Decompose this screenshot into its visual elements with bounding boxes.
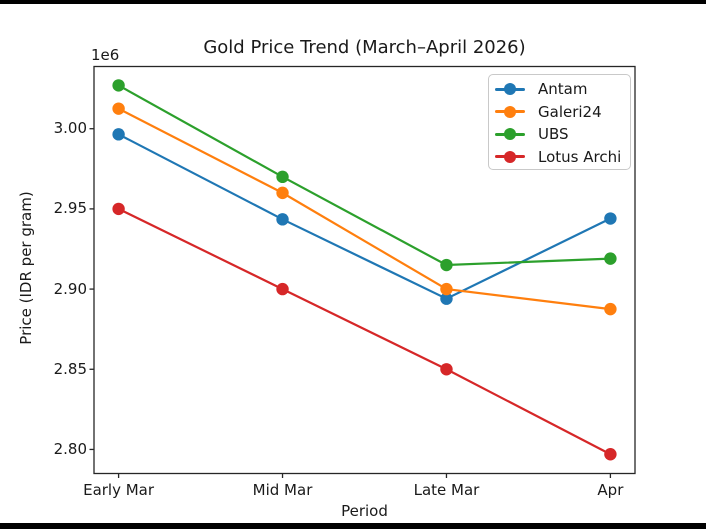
legend-entry-lotus-archi: Lotus Archi (495, 146, 630, 169)
x-axis-label: Period (341, 502, 388, 520)
data-point-antam-mid-mar (276, 213, 289, 226)
y-axis-offset-label: 1e6 (91, 46, 120, 64)
y-axis-label: Price (IDR per gram) (17, 191, 35, 345)
data-point-galeri24-mid-mar (276, 186, 289, 200)
x-tick-label: Mid Mar (252, 481, 313, 499)
legend-marker-icon (495, 83, 525, 96)
legend-marker-icon (495, 105, 525, 118)
data-point-galeri24-apr (604, 302, 617, 316)
legend-label: Antam (538, 80, 588, 99)
legend-label: Lotus Archi (538, 147, 622, 166)
x-tick-label: Apr (597, 481, 624, 499)
legend: Antam Galeri24 UBS Lotus Archi (488, 74, 631, 170)
legend-dot-sample (504, 150, 516, 163)
letterbox-bar-bottom (0, 523, 706, 529)
data-point-lotus-archi-late-mar (440, 363, 453, 376)
legend-entry-antam: Antam (495, 78, 630, 101)
series-line-galeri24 (118, 107, 611, 311)
legend-entry-galeri24: Galeri24 (495, 101, 630, 124)
data-point-antam-apr (604, 212, 617, 225)
data-point-ubs-early-mar (112, 79, 125, 92)
y-tick-label: 2.90 (53, 279, 87, 298)
data-point-ubs-mid-mar (276, 170, 289, 184)
series-line-ubs (118, 84, 611, 267)
data-point-lotus-archi-apr (604, 448, 617, 461)
legend-marker-icon (495, 128, 525, 141)
series-line-lotus-archi (118, 207, 611, 456)
y-tick-label: 3.00 (53, 119, 87, 138)
legend-dot-sample (504, 105, 516, 118)
data-point-antam-late-mar (440, 292, 453, 305)
chart-title: Gold Price Trend (March–April 2026) (203, 37, 526, 58)
axes-frame (93, 65, 636, 475)
data-point-lotus-archi-mid-mar (276, 282, 289, 296)
x-tick-label: Early Mar (83, 481, 155, 499)
data-point-ubs-apr (604, 252, 617, 265)
legend-entry-ubs: UBS (495, 123, 630, 146)
legend-label: Galeri24 (538, 102, 602, 121)
legend-dot-sample (504, 128, 516, 141)
series-line-antam (118, 133, 611, 300)
x-tick-label: Late Mar (413, 481, 480, 499)
data-point-antam-early-mar (112, 128, 125, 141)
legend-dot-sample (504, 83, 516, 96)
y-tick-label: 2.80 (53, 439, 87, 458)
legend-marker-icon (495, 150, 525, 163)
data-point-lotus-archi-early-mar (112, 202, 125, 216)
data-point-ubs-late-mar (440, 258, 453, 272)
data-point-galeri24-late-mar (440, 282, 453, 296)
letterbox-bar-top (0, 0, 706, 4)
y-tick-label: 2.85 (53, 359, 87, 378)
y-tick-label: 2.95 (53, 199, 87, 218)
data-point-galeri24-early-mar (112, 102, 125, 115)
legend-label: UBS (538, 125, 569, 144)
